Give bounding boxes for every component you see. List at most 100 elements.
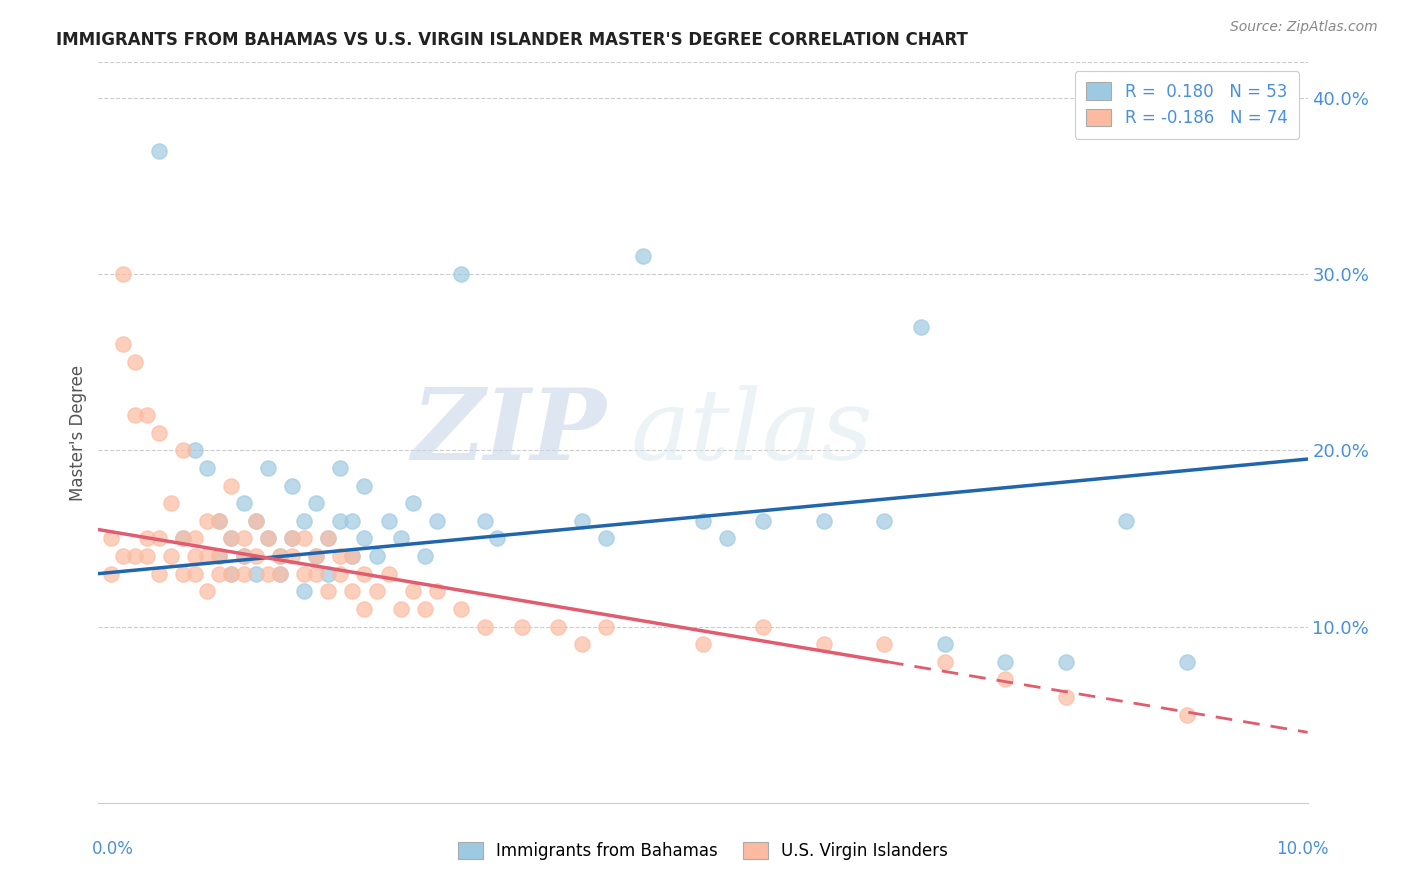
Point	[389, 602, 412, 616]
Point	[1115, 514, 1137, 528]
Point	[934, 637, 956, 651]
Point	[172, 443, 194, 458]
Point	[184, 566, 207, 581]
Point	[377, 514, 399, 528]
Point	[281, 478, 304, 492]
Point	[148, 532, 170, 546]
Legend: Immigrants from Bahamas, U.S. Virgin Islanders: Immigrants from Bahamas, U.S. Virgin Isl…	[449, 832, 957, 871]
Point	[281, 532, 304, 546]
Point	[195, 461, 218, 475]
Point	[221, 566, 243, 581]
Point	[111, 337, 134, 351]
Point	[1175, 707, 1198, 722]
Point	[172, 532, 194, 546]
Point	[752, 514, 775, 528]
Legend: R =  0.180   N = 53, R = -0.186   N = 74: R = 0.180 N = 53, R = -0.186 N = 74	[1074, 70, 1299, 139]
Point	[160, 549, 183, 563]
Point	[184, 549, 207, 563]
Point	[329, 549, 352, 563]
Point	[571, 637, 593, 651]
Point	[316, 532, 339, 546]
Point	[353, 478, 375, 492]
Point	[256, 461, 278, 475]
Point	[329, 514, 352, 528]
Text: 10.0%: 10.0%	[1277, 840, 1329, 858]
Point	[269, 549, 291, 563]
Point	[813, 514, 835, 528]
Point	[256, 532, 278, 546]
Point	[208, 566, 231, 581]
Point	[148, 566, 170, 581]
Point	[450, 267, 472, 281]
Point	[245, 514, 267, 528]
Point	[873, 514, 896, 528]
Point	[1175, 655, 1198, 669]
Point	[208, 514, 231, 528]
Point	[413, 549, 436, 563]
Point	[342, 549, 364, 563]
Point	[873, 637, 896, 651]
Point	[184, 443, 207, 458]
Point	[353, 566, 375, 581]
Point	[547, 619, 569, 633]
Point	[100, 532, 122, 546]
Point	[245, 514, 267, 528]
Point	[292, 566, 315, 581]
Point	[510, 619, 533, 633]
Point	[148, 144, 170, 158]
Point	[172, 532, 194, 546]
Point	[232, 496, 254, 510]
Point	[195, 514, 218, 528]
Point	[316, 566, 339, 581]
Point	[426, 584, 449, 599]
Point	[292, 584, 315, 599]
Point	[389, 532, 412, 546]
Point	[232, 549, 254, 563]
Point	[342, 514, 364, 528]
Text: IMMIGRANTS FROM BAHAMAS VS U.S. VIRGIN ISLANDER MASTER'S DEGREE CORRELATION CHAR: IMMIGRANTS FROM BAHAMAS VS U.S. VIRGIN I…	[56, 31, 969, 49]
Point	[208, 514, 231, 528]
Point	[232, 549, 254, 563]
Point	[292, 532, 315, 546]
Point	[316, 532, 339, 546]
Point	[353, 602, 375, 616]
Point	[716, 532, 738, 546]
Point	[305, 566, 328, 581]
Point	[342, 549, 364, 563]
Point	[366, 584, 388, 599]
Text: atlas: atlas	[630, 385, 873, 480]
Point	[595, 619, 617, 633]
Point	[994, 655, 1017, 669]
Point	[692, 514, 714, 528]
Point	[221, 566, 243, 581]
Point	[195, 549, 218, 563]
Point	[329, 566, 352, 581]
Point	[402, 496, 425, 510]
Point	[413, 602, 436, 616]
Point	[1054, 690, 1077, 704]
Point	[124, 408, 146, 422]
Point	[221, 532, 243, 546]
Point	[195, 584, 218, 599]
Point	[292, 514, 315, 528]
Point	[450, 602, 472, 616]
Point	[281, 549, 304, 563]
Point	[269, 566, 291, 581]
Point	[269, 549, 291, 563]
Point	[135, 549, 157, 563]
Point	[221, 532, 243, 546]
Point	[256, 566, 278, 581]
Point	[329, 461, 352, 475]
Point	[208, 549, 231, 563]
Point	[402, 584, 425, 599]
Point	[245, 566, 267, 581]
Point	[366, 549, 388, 563]
Point	[124, 355, 146, 369]
Point	[934, 655, 956, 669]
Point	[100, 566, 122, 581]
Point	[184, 532, 207, 546]
Point	[752, 619, 775, 633]
Point	[232, 532, 254, 546]
Y-axis label: Master's Degree: Master's Degree	[69, 365, 87, 500]
Text: ZIP: ZIP	[412, 384, 606, 481]
